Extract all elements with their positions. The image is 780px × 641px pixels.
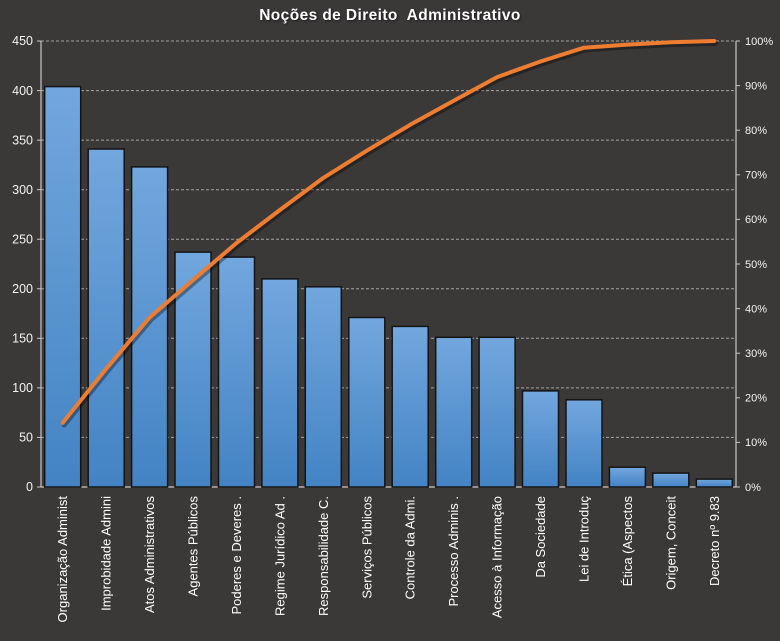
bar bbox=[130, 166, 169, 488]
x-axis-category-label: Responsabilidade C. bbox=[316, 496, 331, 616]
left-axis-tick-label: 400 bbox=[12, 84, 33, 98]
x-axis-category-label: Regime Jurídico Ad . bbox=[272, 496, 287, 616]
left-axis-tick-label: 150 bbox=[12, 332, 33, 346]
x-axis-category-label: Controle da Admi. bbox=[403, 496, 418, 599]
right-axis-tick-label: 50% bbox=[745, 259, 767, 271]
bar bbox=[652, 472, 690, 488]
x-axis-category-label: Atos Administrativos bbox=[142, 496, 157, 614]
x-axis-category-label: Serviços Públicos bbox=[359, 496, 374, 599]
x-axis-category-label: Da Sociedade bbox=[533, 496, 548, 578]
x-axis-category-label: Processo Adminis . bbox=[446, 496, 461, 607]
left-axis-tick-label: 50 bbox=[19, 431, 33, 445]
cumulative-line-shadow bbox=[61, 40, 719, 428]
x-axis-category-label: Poderes e Deveres . bbox=[229, 496, 244, 615]
right-axis-tick-label: 80% bbox=[745, 125, 767, 137]
x-axis-category-label: Origem, Conceit bbox=[663, 496, 678, 590]
right-axis-tick-label: 0% bbox=[745, 482, 761, 494]
left-axis-tick-label: 0 bbox=[26, 480, 33, 494]
right-axis-tick-label: 40% bbox=[745, 303, 767, 315]
left-axis-tick-label: 350 bbox=[12, 133, 33, 147]
left-axis-tick-label: 450 bbox=[12, 34, 33, 48]
bar bbox=[217, 256, 256, 488]
right-axis-tick-label: 60% bbox=[745, 214, 767, 226]
left-axis-tick-label: 250 bbox=[12, 232, 33, 246]
bar bbox=[43, 85, 82, 488]
chart-title: Noções de Direito Administrativo bbox=[259, 7, 521, 24]
bar bbox=[434, 336, 473, 488]
bar bbox=[695, 478, 734, 488]
x-axis-category-label: Decreto nº 9.83 bbox=[707, 496, 722, 586]
x-axis-category-label: Organização Administ bbox=[55, 496, 70, 623]
bar bbox=[391, 325, 429, 488]
cumulative-line bbox=[60, 39, 717, 425]
right-axis-tick-label: 20% bbox=[745, 393, 767, 405]
x-axis-category-label: Agentes Públicos bbox=[186, 496, 201, 597]
right-axis-tick-label: 70% bbox=[745, 170, 767, 182]
bar bbox=[174, 251, 212, 488]
bar bbox=[565, 399, 603, 488]
x-axis-category-label: Ética (Aspectos bbox=[620, 496, 635, 587]
right-axis-tick-label: 90% bbox=[745, 80, 767, 92]
bar bbox=[261, 278, 299, 488]
left-axis-tick-label: 100 bbox=[12, 381, 33, 395]
right-axis-tick-label: 10% bbox=[745, 437, 767, 449]
x-axis-category-label: Improbidade Admini bbox=[99, 496, 114, 611]
right-axis-tick-label: 100% bbox=[745, 36, 773, 48]
bar bbox=[87, 148, 125, 488]
bar bbox=[478, 336, 516, 488]
bar bbox=[348, 316, 386, 488]
left-axis-tick-label: 300 bbox=[12, 183, 33, 197]
bar bbox=[304, 286, 343, 488]
bar bbox=[521, 390, 560, 488]
x-axis-category-label: Lei de Introduç bbox=[576, 496, 591, 583]
bar bbox=[608, 466, 647, 488]
x-axis-category-label: Acesso à Informação bbox=[490, 496, 505, 618]
left-axis-tick-label: 200 bbox=[12, 282, 33, 296]
right-axis-tick-label: 30% bbox=[745, 348, 767, 360]
